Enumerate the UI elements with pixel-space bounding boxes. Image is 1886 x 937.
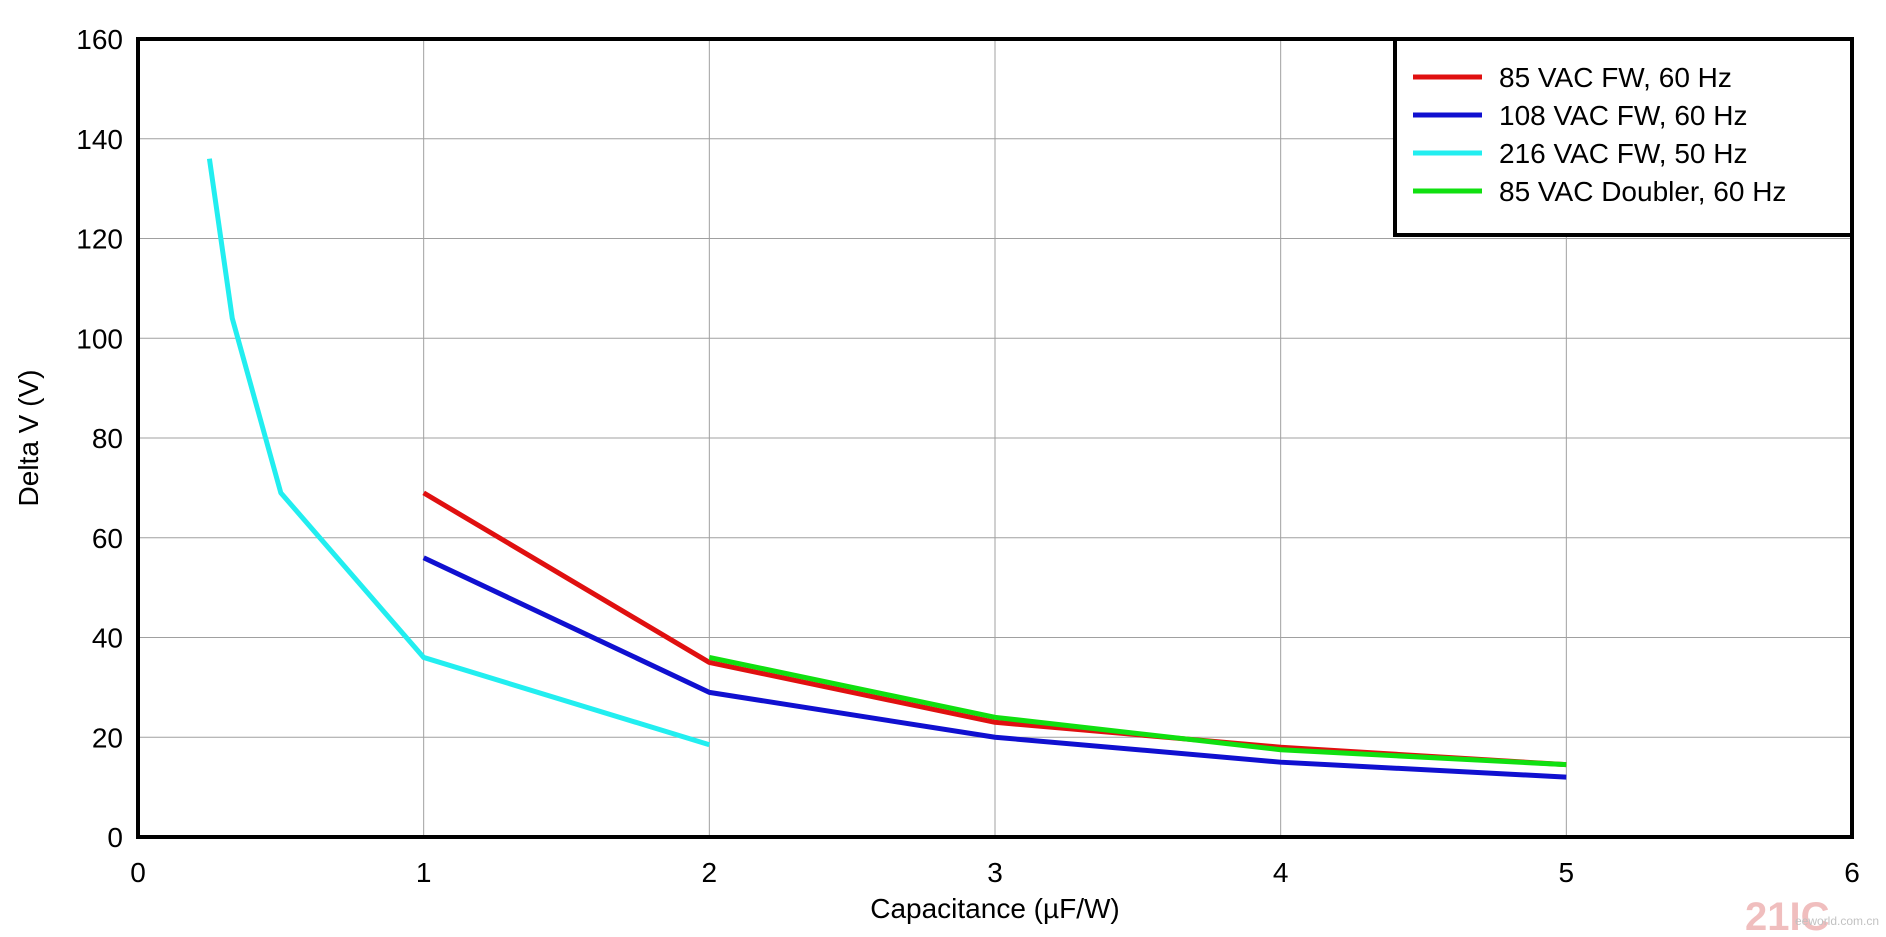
y-tick-label: 120 bbox=[76, 224, 123, 255]
series-line-1 bbox=[422, 555, 1567, 780]
x-tick-label: 2 bbox=[702, 857, 718, 888]
x-tick-label: 4 bbox=[1273, 857, 1289, 888]
x-tick-label: 0 bbox=[130, 857, 146, 888]
legend-label: 108 VAC FW, 60 Hz bbox=[1499, 100, 1747, 131]
legend-label: 216 VAC FW, 50 Hz bbox=[1499, 138, 1747, 169]
y-tick-label: 0 bbox=[107, 822, 123, 853]
series-line-2 bbox=[206, 158, 711, 748]
x-tick-label: 5 bbox=[1559, 857, 1575, 888]
series-line-3 bbox=[708, 655, 1567, 768]
y-tick-labels: 0 20 40 60 80 100 120 140 160 bbox=[76, 24, 123, 853]
legend-label: 85 VAC FW, 60 Hz bbox=[1499, 62, 1732, 93]
x-axis-label: Capacitance (µF/W) bbox=[870, 893, 1120, 924]
y-tick-label: 40 bbox=[92, 623, 123, 654]
y-tick-label: 100 bbox=[76, 323, 123, 354]
x-tick-label: 1 bbox=[416, 857, 432, 888]
legend-box bbox=[1393, 37, 1854, 237]
y-tick-label: 160 bbox=[76, 24, 123, 55]
legend-label: 85 VAC Doubler, 60 Hz bbox=[1499, 176, 1786, 207]
series-lines bbox=[206, 158, 1567, 780]
x-tick-label: 3 bbox=[987, 857, 1003, 888]
y-axis-label: Delta V (V) bbox=[13, 370, 44, 507]
y-tick-label: 80 bbox=[92, 423, 123, 454]
y-tick-label: 60 bbox=[92, 523, 123, 554]
svg-text:21IC: 21IC bbox=[1745, 895, 1830, 937]
y-tick-label: 20 bbox=[92, 722, 123, 753]
x-tick-label: 6 bbox=[1844, 857, 1860, 888]
y-tick-label: 140 bbox=[76, 124, 123, 155]
plot-frame bbox=[136, 37, 1854, 839]
svg-text:eeworld.com.cn: eeworld.com.cn bbox=[1795, 914, 1879, 928]
watermark-logo: 21IC eeworld.com.cn bbox=[1745, 895, 1879, 937]
x-tick-labels: 0 1 2 3 4 5 6 bbox=[130, 857, 1860, 888]
legend: 85 VAC FW, 60 Hz 108 VAC FW, 60 Hz 216 VAC… bbox=[1393, 37, 1854, 237]
